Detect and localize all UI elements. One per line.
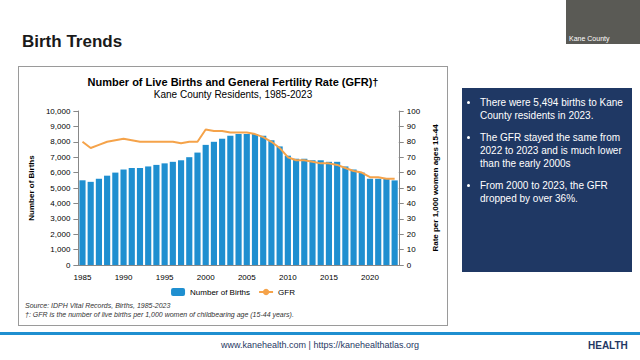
svg-text:Rate per 1,000 women ages 15-4: Rate per 1,000 women ages 15-44 xyxy=(431,124,440,252)
svg-text:2020: 2020 xyxy=(361,273,379,282)
svg-text:Number of Live Births and Gene: Number of Live Births and General Fertil… xyxy=(88,76,379,88)
svg-text:1995: 1995 xyxy=(156,273,174,282)
svg-text:1,000: 1,000 xyxy=(50,245,71,254)
html-text:www.kanehealth.com | https://k: www.kanehealth.com | https://kanehealtha… xyxy=(221,340,419,350)
svg-text:10,000: 10,000 xyxy=(46,107,71,116)
svg-text:1990: 1990 xyxy=(115,273,133,282)
svg-text:60: 60 xyxy=(407,168,416,177)
svg-text:100: 100 xyxy=(407,107,421,116)
svg-text:Number of Births: Number of Births xyxy=(27,155,36,221)
html-text:There were 5,494 births to Kan: There were 5,494 births to Kane County r… xyxy=(480,97,623,121)
svg-text:8,000: 8,000 xyxy=(50,137,71,146)
html-text:From 2000 to 2023, the GFR dro: From 2000 to 2023, the GFR dropped by ov… xyxy=(480,180,608,204)
html-text:†: GFR is the number of live b: †: GFR is the number of live births per … xyxy=(25,311,294,318)
svg-text:1985: 1985 xyxy=(74,273,92,282)
svg-text:80: 80 xyxy=(407,137,416,146)
svg-text:2000: 2000 xyxy=(197,273,215,282)
svg-text:50: 50 xyxy=(407,184,416,193)
svg-text:10: 10 xyxy=(407,245,416,254)
html-text:Birth Trends: Birth Trends xyxy=(22,32,123,51)
svg-text:2010: 2010 xyxy=(279,273,297,282)
svg-text:40: 40 xyxy=(407,199,416,208)
svg-text:4,000: 4,000 xyxy=(50,199,71,208)
svg-text:6,000: 6,000 xyxy=(50,168,71,177)
svg-text:3,000: 3,000 xyxy=(50,214,71,223)
svg-text:2,000: 2,000 xyxy=(50,230,71,239)
svg-text:0: 0 xyxy=(407,261,412,270)
svg-text:5,000: 5,000 xyxy=(50,184,71,193)
svg-text:7,000: 7,000 xyxy=(50,153,71,162)
svg-text:Number of Births: Number of Births xyxy=(190,288,250,297)
svg-text:90: 90 xyxy=(407,122,416,131)
html-text:HEALTH: HEALTH xyxy=(588,340,628,351)
svg-text:Kane County Residents, 1985-20: Kane County Residents, 1985-2023 xyxy=(154,89,313,100)
svg-text:2015: 2015 xyxy=(320,273,338,282)
svg-text:70: 70 xyxy=(407,153,416,162)
svg-text:GFR: GFR xyxy=(278,288,295,297)
svg-text:20: 20 xyxy=(407,230,416,239)
svg-text:0: 0 xyxy=(66,261,71,270)
html-text:The GFR stayed the same from 2: The GFR stayed the same from 2022 to 202… xyxy=(480,132,622,169)
svg-text:30: 30 xyxy=(407,214,416,223)
svg-text:9,000: 9,000 xyxy=(50,122,71,131)
html-text:Kane County: Kane County xyxy=(569,35,610,42)
html-text:Source: IDPH Vital Records, Bi: Source: IDPH Vital Records, Births, 1985… xyxy=(25,302,171,309)
svg-text:2005: 2005 xyxy=(238,273,256,282)
